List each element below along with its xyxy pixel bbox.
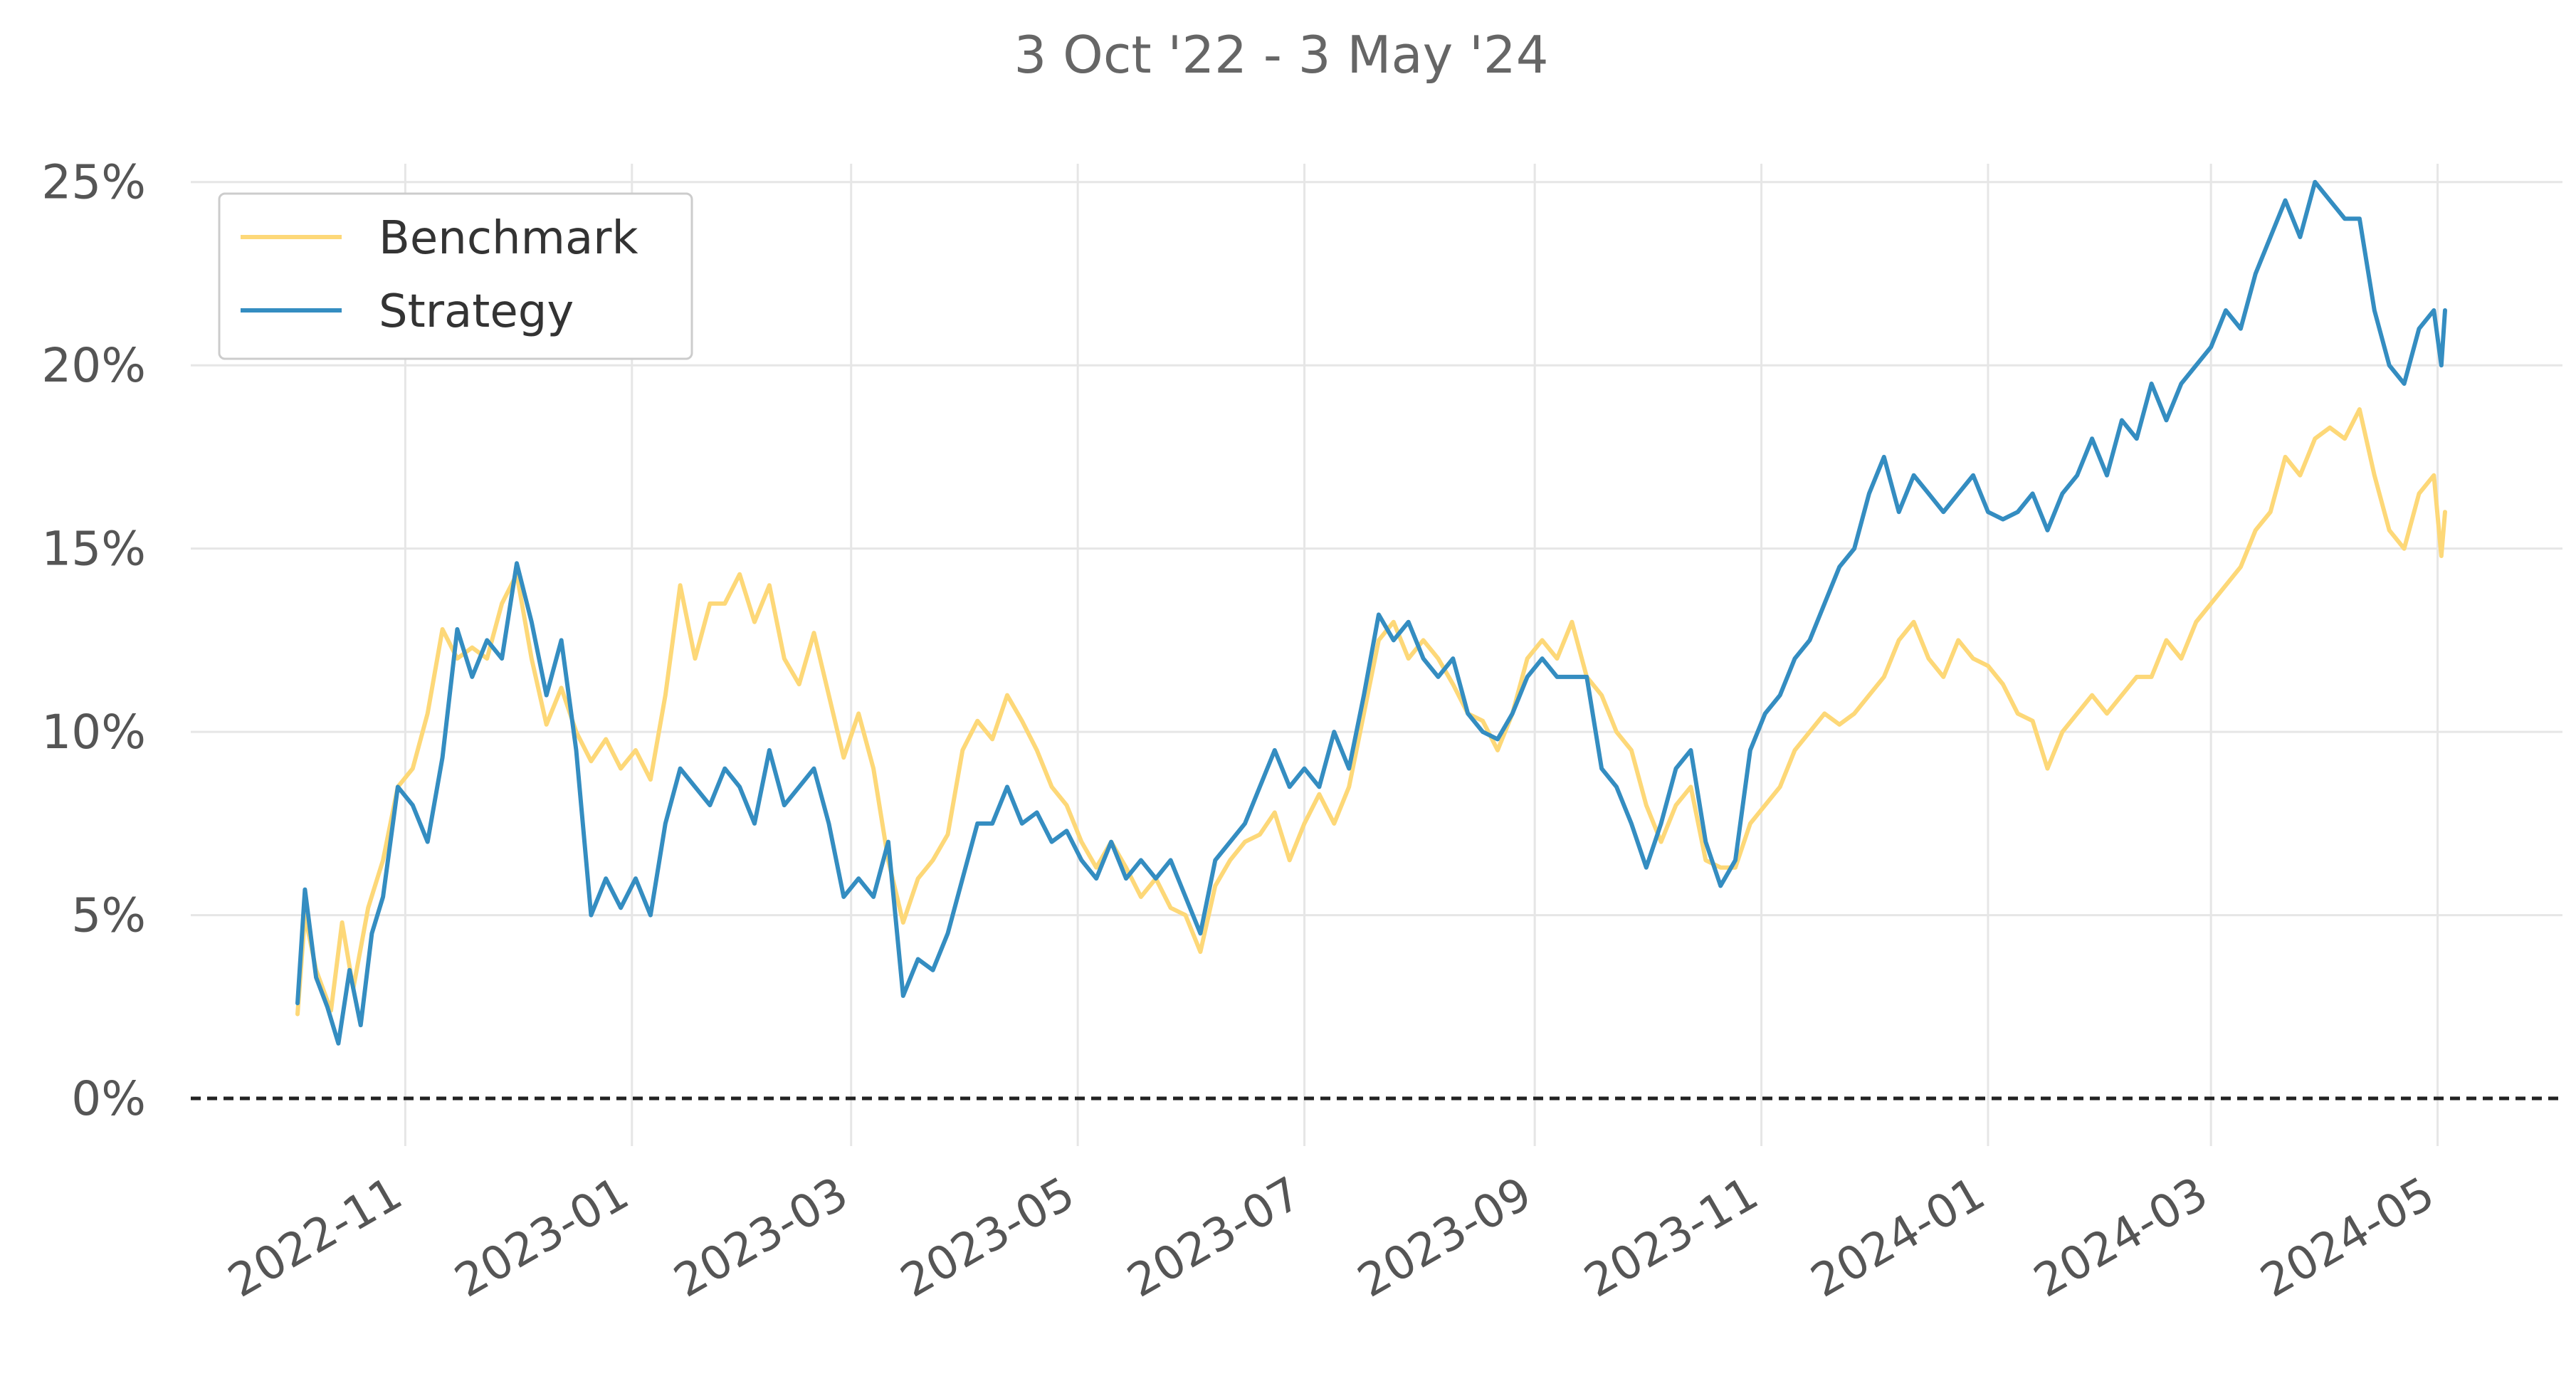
- legend-label-strategy: Strategy: [379, 285, 574, 338]
- x-tick-label: 2023-01: [446, 1167, 638, 1308]
- x-axis-ticks: 2022-11 2023-01 2023-03 2023-05 2023-07 2023-…: [220, 1167, 2444, 1308]
- y-tick-label: 0%: [71, 1071, 146, 1126]
- x-tick-label: 2023-07: [1119, 1167, 1310, 1308]
- series-line-strategy: [295, 179, 2447, 1046]
- legend: Benchmark Strategy: [218, 192, 693, 360]
- y-tick-label: 15%: [41, 522, 146, 577]
- x-tick-label: 2022-11: [220, 1167, 411, 1308]
- y-tick-label: 25%: [41, 155, 146, 210]
- x-tick-label: 2023-09: [1350, 1167, 1541, 1308]
- y-tick-label: 10%: [41, 705, 146, 760]
- x-tick-label: 2023-05: [893, 1167, 1084, 1308]
- x-tick-label: 2024-03: [2026, 1167, 2217, 1308]
- y-tick-label: 5%: [71, 888, 146, 943]
- chart-title: 3 Oct '22 - 3 May '24: [1014, 25, 1548, 85]
- series-line-benchmark: [295, 407, 2447, 1017]
- y-tick-label: 20%: [41, 338, 146, 393]
- series-lines: [295, 179, 2447, 1046]
- y-axis-ticks: 0% 5% 10% 15% 20% 25%: [41, 155, 146, 1126]
- legend-label-benchmark: Benchmark: [379, 212, 638, 265]
- x-tick-label: 2023-11: [1576, 1167, 1767, 1308]
- x-tick-label: 2023-03: [666, 1167, 857, 1308]
- x-tick-label: 2024-05: [2252, 1167, 2444, 1308]
- x-tick-label: 2024-01: [1802, 1167, 1994, 1308]
